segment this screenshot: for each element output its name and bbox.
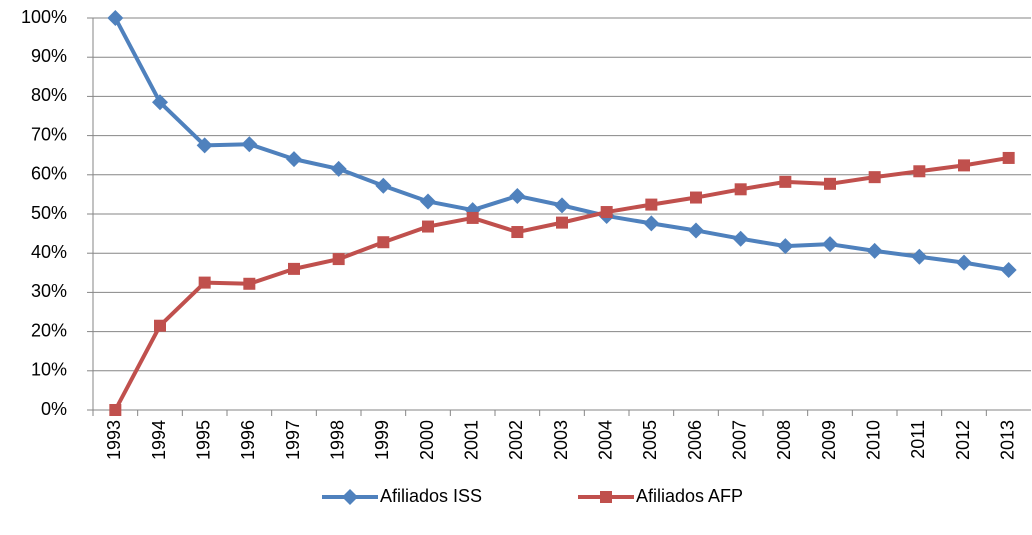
x-tick-label: 2011 xyxy=(908,420,928,459)
y-tick-label: 20% xyxy=(31,320,67,340)
diamond-marker xyxy=(330,160,347,177)
x-tick-label: 1995 xyxy=(193,420,213,460)
diamond-marker xyxy=(241,136,258,153)
diamond-marker xyxy=(152,94,168,111)
square-marker xyxy=(511,226,524,239)
diamond-marker xyxy=(420,193,436,210)
y-tick-label: 50% xyxy=(31,203,67,223)
x-tick-label: 1993 xyxy=(104,420,124,460)
x-tick-label: 2004 xyxy=(595,420,615,460)
diamond-marker xyxy=(866,242,883,259)
diamond-marker xyxy=(1000,262,1017,279)
legend-marker xyxy=(600,491,612,503)
square-marker xyxy=(198,276,211,289)
y-tick-label: 0% xyxy=(41,399,67,419)
square-marker xyxy=(288,262,300,275)
square-marker xyxy=(690,191,702,204)
square-marker xyxy=(868,171,881,184)
x-tick-label: 2001 xyxy=(461,420,481,460)
x-tick-label: 2003 xyxy=(551,420,571,460)
x-tick-label: 2012 xyxy=(953,420,973,460)
legend-marker xyxy=(342,489,358,505)
x-tick-label: 2010 xyxy=(863,420,883,460)
square-marker xyxy=(779,175,792,188)
square-marker xyxy=(109,404,122,416)
diamond-marker xyxy=(286,151,302,168)
square-marker xyxy=(556,216,568,229)
legend-label: Afiliados ISS xyxy=(380,486,482,506)
x-tick-label: 2000 xyxy=(417,420,437,460)
square-marker xyxy=(466,211,479,224)
diamond-marker xyxy=(196,137,213,154)
x-tick-label: 2009 xyxy=(819,420,839,460)
y-tick-label: 70% xyxy=(31,124,67,144)
x-tick-label: 2005 xyxy=(640,420,660,460)
diamond-marker xyxy=(732,230,749,247)
x-tick-label: 2002 xyxy=(506,420,526,460)
x-tick-label: 2007 xyxy=(729,420,749,460)
diamond-marker xyxy=(688,222,704,239)
x-tick-label: 1996 xyxy=(238,420,258,460)
x-tick-label: 2006 xyxy=(685,420,705,460)
square-marker xyxy=(600,206,613,219)
y-tick-label: 100% xyxy=(21,7,67,27)
square-marker xyxy=(734,183,747,196)
diamond-marker xyxy=(509,187,526,204)
square-marker xyxy=(913,165,926,178)
square-marker xyxy=(332,253,345,266)
y-tick-label: 40% xyxy=(31,242,67,262)
diamond-marker xyxy=(107,10,124,26)
square-marker xyxy=(243,277,256,290)
y-tick-label: 30% xyxy=(31,281,67,301)
x-tick-label: 2008 xyxy=(774,420,794,460)
square-marker xyxy=(645,198,658,211)
x-tick-label: 1994 xyxy=(149,420,169,460)
x-tick-label: 1997 xyxy=(283,420,303,460)
square-marker xyxy=(377,236,390,249)
diamond-marker xyxy=(554,197,570,214)
diamond-marker xyxy=(822,236,838,253)
x-tick-label: 1998 xyxy=(327,420,347,460)
square-marker xyxy=(422,220,434,233)
diamond-marker xyxy=(956,254,972,271)
diamond-marker xyxy=(375,177,392,194)
square-marker xyxy=(154,319,166,332)
diamond-marker xyxy=(643,215,660,232)
square-marker xyxy=(824,177,836,190)
y-tick-label: 90% xyxy=(31,46,67,66)
y-tick-label: 80% xyxy=(31,85,67,105)
x-tick-label: 2013 xyxy=(997,420,1017,460)
square-marker xyxy=(958,159,970,172)
square-marker xyxy=(1002,151,1015,164)
y-tick-label: 60% xyxy=(31,164,67,184)
legend-label: Afiliados AFP xyxy=(636,486,743,506)
diamond-marker xyxy=(777,238,794,255)
diamond-marker xyxy=(911,248,928,265)
x-tick-label: 1999 xyxy=(372,420,392,460)
y-tick-label: 10% xyxy=(31,360,67,380)
